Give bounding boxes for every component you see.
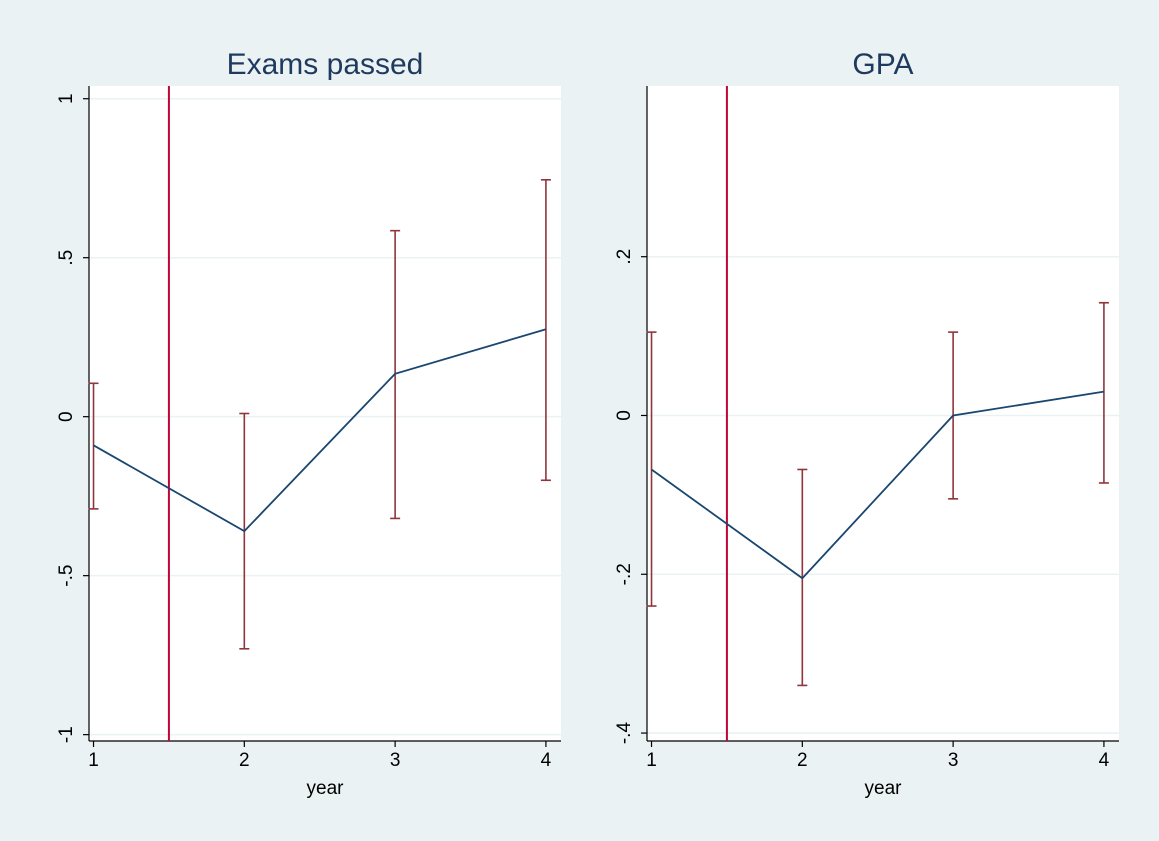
- x-tick-label: 2: [797, 750, 808, 771]
- y-tick-label: -.5: [56, 565, 77, 587]
- chart-title: GPA: [852, 48, 913, 81]
- x-tick-label: 3: [948, 750, 959, 771]
- y-tick-label: -1: [56, 726, 77, 743]
- chart-panel-exams-passed: Exams passed -1 -.5 0 .5 1 1 2 3 4 year: [56, 48, 561, 799]
- x-axis-label: year: [307, 778, 345, 799]
- y-tick-label: 0: [56, 411, 77, 422]
- series-line: [650, 390, 1105, 580]
- y-tick-label: -.2: [614, 563, 635, 585]
- chart-title: Exams passed: [227, 48, 424, 81]
- x-tick-label: 1: [646, 750, 657, 771]
- x-tick-label: 4: [541, 750, 552, 771]
- series-line: [93, 328, 547, 533]
- x-tick-label: 4: [1099, 750, 1110, 771]
- plot-area: [647, 86, 1119, 741]
- x-tick-label: 2: [239, 750, 250, 771]
- chart-panel-gpa: GPA -.4 -.2 0 .2 1 2 3 4 year: [614, 48, 1119, 799]
- y-tick-label: 1: [56, 93, 77, 104]
- y-tick-label: -.4: [614, 722, 635, 745]
- x-tick-label: 1: [88, 750, 99, 771]
- y-tick-label: 0: [614, 410, 635, 421]
- plot-area: [89, 86, 561, 741]
- y-tick-label: .5: [56, 250, 77, 266]
- x-axis-label: year: [865, 778, 903, 799]
- y-tick-label: .2: [614, 249, 635, 265]
- x-tick-label: 3: [390, 750, 401, 771]
